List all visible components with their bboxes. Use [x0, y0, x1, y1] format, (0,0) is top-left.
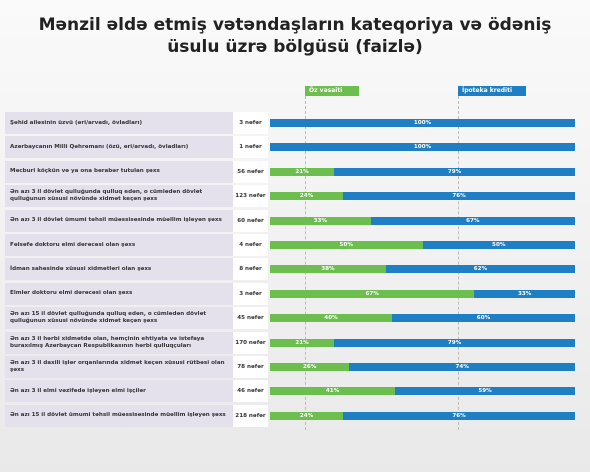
- value-label: 21%: [295, 339, 309, 346]
- bar-segment: [270, 143, 575, 152]
- row-label: Ən azı 3 il dövlət qulluğunda qulluq edə…: [5, 185, 233, 208]
- legend-entry: Öz vəsaiti: [305, 86, 359, 96]
- bar-segment: [270, 338, 335, 347]
- value-label: 76%: [452, 412, 466, 419]
- row-label: İdman sahəsində xüsusi xidmətləri olan ş…: [5, 258, 233, 281]
- row-count: 45 nəfər: [233, 307, 268, 330]
- value-label: 79%: [447, 339, 462, 346]
- legend-entry: İpoteka krediti: [458, 86, 526, 96]
- row-label: Ən azı 15 il dövlət ümumi təhsil müəssis…: [5, 404, 233, 427]
- value-label: 62%: [473, 266, 488, 273]
- value-label: 67%: [466, 217, 480, 224]
- guide-line: [305, 96, 306, 430]
- row-count: 218 nəfər: [233, 404, 268, 427]
- row-label: Elmlər doktoru elmi dərəcəsi olan şəxs: [5, 282, 233, 305]
- bar-segment: [422, 241, 575, 249]
- row-count: 60 nəfər: [233, 209, 268, 232]
- value-label: 74%: [455, 364, 469, 370]
- row-count: 8 nəfər: [233, 258, 268, 281]
- value-label: 21%: [295, 168, 309, 175]
- value-label: 26%: [302, 364, 317, 370]
- bar-segment: [270, 216, 371, 225]
- row-count: 1 nəfər: [233, 136, 268, 159]
- value-label: 33%: [313, 217, 328, 224]
- bar-segment: [392, 314, 575, 323]
- value-label: 67%: [365, 290, 379, 297]
- row-label: Məcburi köçkün və ya ona bərabər tutulan…: [5, 160, 233, 183]
- value-label: 24%: [299, 193, 314, 200]
- value-label: 100%: [413, 120, 432, 126]
- bar-segment: [270, 387, 396, 396]
- value-label: 50%: [339, 242, 353, 248]
- row-count: 4 nəfər: [233, 234, 268, 256]
- row-count: 56 nəfər: [233, 160, 268, 183]
- value-label: 33%: [517, 290, 532, 297]
- bar-segment: [270, 363, 350, 371]
- bar-segment: [270, 167, 335, 176]
- row-label: Ən azı 3 il hərbi xidmətdə olan, həmçini…: [5, 331, 233, 354]
- bar-segment: [343, 411, 575, 420]
- bar-segment: [349, 363, 575, 371]
- value-label: 76%: [452, 193, 466, 200]
- row-label: Ən azı 3 il elmi vəzifədə işləyən elmi i…: [5, 380, 233, 403]
- bar-segment: [270, 119, 575, 127]
- row-count: 3 nəfər: [233, 112, 268, 134]
- row-count: 46 nəfər: [233, 380, 268, 403]
- row-label: Ən azı 3 il daxili işlər orqanlarında xi…: [5, 356, 233, 378]
- row-label: Ən azı 15 il dövlət qulluğunda qulluq ed…: [5, 307, 233, 330]
- row-count: 3 nəfər: [233, 282, 268, 305]
- value-label: 59%: [478, 388, 492, 395]
- row-count: 78 nəfər: [233, 356, 268, 378]
- bar-segment: [270, 289, 475, 298]
- value-label: 79%: [447, 168, 462, 175]
- bar-segment: [474, 289, 575, 298]
- guide-line: [458, 96, 459, 430]
- value-label: 41%: [325, 388, 340, 395]
- bar-segment: [270, 241, 423, 249]
- value-label: 50%: [492, 242, 506, 248]
- value-label: 60%: [476, 315, 491, 322]
- bar-segment: [395, 387, 575, 396]
- bar-segment: [370, 216, 575, 225]
- bar-segment: [270, 265, 386, 274]
- row-count: 123 nəfər: [233, 185, 268, 208]
- value-label: 24%: [299, 412, 314, 419]
- value-label: 40%: [324, 315, 338, 322]
- bar-segment: [270, 314, 392, 323]
- value-label: 100%: [413, 144, 432, 151]
- bar-segment: [343, 192, 575, 201]
- row-label: Fəlsəfə doktoru elmi dərəcəsi olan şəxs: [5, 234, 233, 256]
- chart-title: Mənzil əldə etmiş vətəndaşların kateqori…: [38, 15, 552, 57]
- bar-segment: [385, 265, 575, 274]
- row-label: Ən azı 3 il dövlət ümumi təhsil müəssisə…: [5, 209, 233, 232]
- row-label: Azərbaycanın Milli Qəhrəmanı (özü, əri/a…: [5, 136, 233, 159]
- bar-segment: [270, 411, 344, 420]
- row-label: Şəhid ailəsinin üzvü (əri/arvadı, övladl…: [5, 112, 233, 134]
- bar-segment: [270, 192, 344, 201]
- bar-segment: [334, 338, 575, 347]
- bar-segment: [334, 167, 575, 176]
- row-count: 170 nəfər: [233, 331, 268, 354]
- value-label: 38%: [321, 266, 335, 273]
